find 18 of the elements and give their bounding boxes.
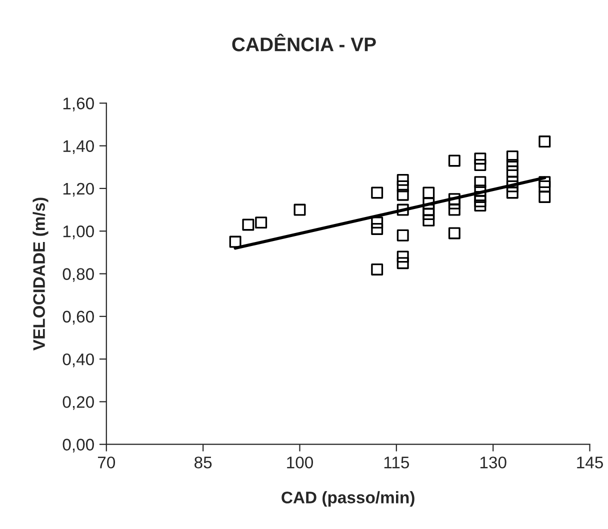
y-tick-label: 0,00 bbox=[62, 438, 94, 453]
y-tick-label: 1,40 bbox=[63, 140, 94, 154]
y-tick-label: 0,20 bbox=[62, 396, 94, 410]
x-axis-title: CAD (passo/min) bbox=[282, 491, 414, 507]
chart-title: CADÊNCIA - VP bbox=[232, 34, 376, 52]
x-tick-label: 85 bbox=[194, 456, 212, 468]
x-tick-label: 130 bbox=[480, 456, 506, 468]
y-tick-label: 1,20 bbox=[63, 182, 94, 197]
x-tick-label: 115 bbox=[384, 456, 410, 468]
x-tick-label: 100 bbox=[287, 456, 313, 468]
y-tick-label: 0,60 bbox=[62, 310, 94, 325]
y-tick-label: 1,00 bbox=[63, 226, 94, 240]
y-axis-title: VELOCIDADE (m/s) bbox=[32, 198, 48, 350]
x-tick-label: 70 bbox=[98, 456, 116, 468]
y-tick-label: 0,40 bbox=[62, 353, 94, 368]
x-tick-label: 145 bbox=[577, 456, 603, 468]
y-tick-label: 0,80 bbox=[62, 268, 94, 282]
y-tick-label: 1,60 bbox=[63, 98, 94, 112]
